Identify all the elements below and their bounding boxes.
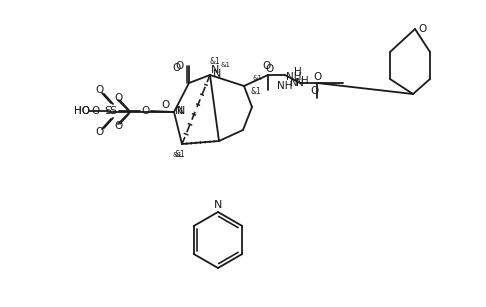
Text: O: O — [265, 64, 273, 74]
Text: O: O — [310, 86, 318, 96]
Text: &1: &1 — [252, 75, 262, 81]
Text: O: O — [173, 63, 181, 73]
Text: N: N — [211, 65, 219, 75]
Text: HO: HO — [74, 106, 90, 116]
Text: O: O — [95, 127, 103, 137]
Text: H: H — [294, 67, 302, 77]
Text: N: N — [213, 69, 222, 79]
Text: O: O — [262, 61, 270, 71]
Text: &1: &1 — [209, 56, 220, 65]
Text: &1: &1 — [174, 150, 185, 158]
Text: O: O — [91, 106, 99, 116]
Text: HO: HO — [74, 106, 90, 116]
Text: O: O — [95, 85, 103, 95]
Text: O: O — [313, 72, 321, 82]
Text: O: O — [161, 100, 169, 110]
Text: &1: &1 — [172, 152, 182, 158]
Text: S: S — [109, 106, 117, 116]
Text: NH: NH — [286, 72, 301, 82]
Text: O: O — [114, 121, 122, 131]
Text: O: O — [114, 93, 122, 103]
Text: N: N — [177, 106, 185, 116]
Text: &1: &1 — [220, 62, 230, 68]
Text: N: N — [175, 106, 183, 116]
Text: N: N — [290, 78, 298, 88]
Text: O: O — [141, 106, 149, 116]
Text: O: O — [418, 24, 426, 34]
Text: N: N — [296, 78, 304, 88]
Text: N: N — [214, 200, 222, 210]
Text: &1: &1 — [251, 87, 261, 95]
Text: NH: NH — [277, 81, 293, 91]
Text: O: O — [175, 61, 183, 71]
Text: H: H — [301, 76, 309, 86]
Text: S: S — [104, 106, 112, 116]
